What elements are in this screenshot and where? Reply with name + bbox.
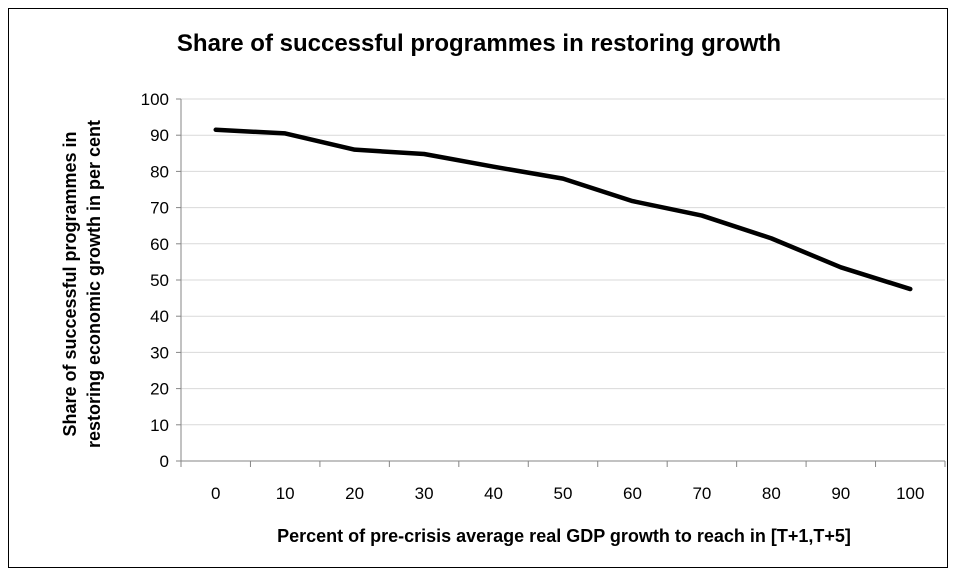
x-tick-label: 30: [415, 484, 434, 503]
y-tick-label: 90: [150, 126, 169, 145]
y-tick-label: 10: [150, 416, 169, 435]
y-axis-title-line-1: Share of successful programmes in: [60, 131, 80, 436]
x-tick-label: 60: [623, 484, 642, 503]
y-tick-label: 0: [160, 452, 169, 471]
x-tick-label: 40: [484, 484, 503, 503]
y-tick-labels: 0 10 20 30 40 50 60 70 80 90 100: [141, 90, 169, 471]
y-tick-label: 40: [150, 307, 169, 326]
y-tick-label: 60: [150, 235, 169, 254]
y-tick-label: 30: [150, 343, 169, 362]
x-tick-label: 70: [692, 484, 711, 503]
gridlines: [181, 98, 945, 426]
y-axis-title-line-2: restoring economic growth in per cent: [84, 120, 104, 448]
series-line-0: [213, 127, 913, 292]
x-tick-label: 90: [831, 484, 850, 503]
y-tick-label: 70: [150, 199, 169, 218]
axes: [176, 98, 946, 467]
x-tick-label: 50: [554, 484, 573, 503]
x-tick-label: 20: [345, 484, 364, 503]
y-axis-title-group: Share of successful programmes in restor…: [60, 120, 104, 448]
y-tick-label: 50: [150, 271, 169, 290]
x-tick-label: 10: [276, 484, 295, 503]
chart-frame: [8, 8, 948, 568]
y-tick-label: 100: [141, 90, 169, 109]
chart-title: Share of successful programmes in restor…: [176, 30, 782, 57]
x-axis-title: Percent of pre-crisis average real GDP g…: [277, 526, 851, 546]
y-tick-label: 20: [150, 380, 169, 399]
series-layer: [213, 127, 913, 292]
x-tick-labels: 0 10 20 30 40 50 60 70 80 90 100: [211, 484, 924, 503]
y-tick-label: 80: [150, 162, 169, 181]
x-tick-label: 80: [762, 484, 781, 503]
x-tick-label: 100: [896, 484, 924, 503]
x-tick-label: 0: [211, 484, 220, 503]
